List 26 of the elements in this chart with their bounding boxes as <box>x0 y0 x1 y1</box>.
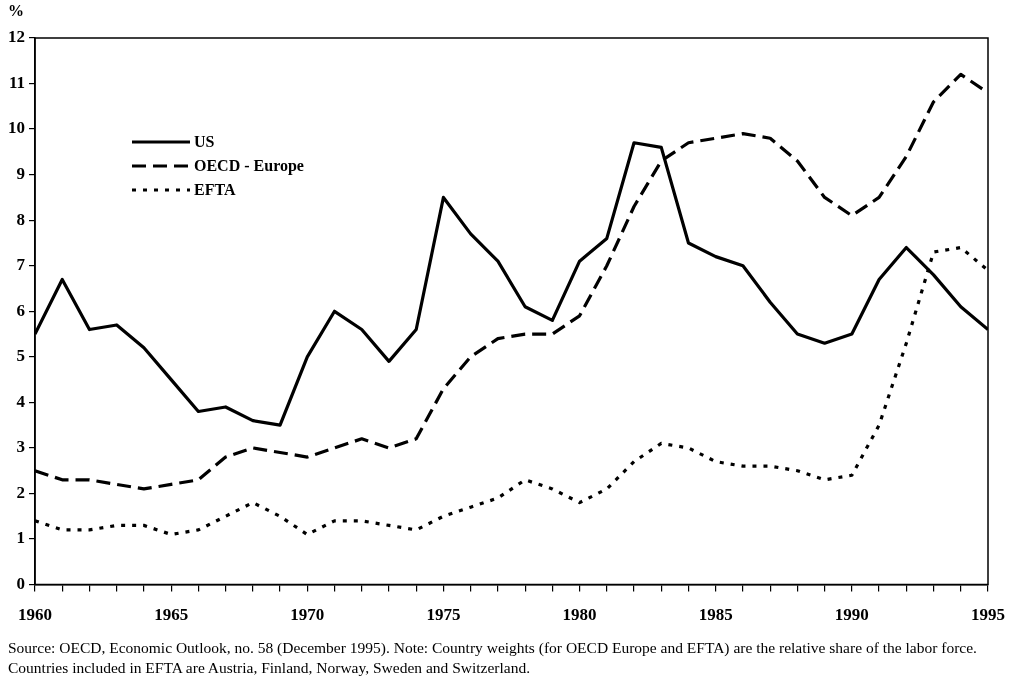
x-tick-label: 1970 <box>290 605 325 625</box>
x-tick-label: 1960 <box>18 605 52 625</box>
legend-label: US <box>194 133 215 151</box>
y-tick-label: 3 <box>16 437 25 457</box>
y-tick-label: 4 <box>16 391 26 411</box>
y-tick-label: 12 <box>8 27 25 47</box>
x-tick-label: 1965 <box>154 605 189 625</box>
legend-label: OECD - Europe <box>194 157 304 175</box>
y-tick-label: 9 <box>16 164 25 184</box>
source-note: Source: OECD, Economic Outlook, no. 58 (December 1995). Note: Country weights (for OECD Europe and EFTA) are the relative share of the labor force. Countries included in EFTA are Austria, Finland, Norway, Sweden and Switzerland. <box>8 638 978 678</box>
x-tick-label: 1980 <box>562 605 597 625</box>
y-tick-label: 8 <box>16 209 25 229</box>
y-tick-label: 2 <box>16 482 25 502</box>
y-tick-label: 5 <box>16 346 25 366</box>
y-tick-label: 0 <box>16 573 25 593</box>
y-tick-label: 6 <box>16 300 25 320</box>
x-tick-label: 1985 <box>698 605 733 625</box>
legend-label: EFTA <box>194 181 236 199</box>
y-axis-title: % <box>8 2 24 20</box>
y-tick-label: 11 <box>8 72 25 92</box>
x-tick-label: 1990 <box>834 605 869 625</box>
x-tick-label: 1995 <box>971 605 1005 625</box>
y-tick-label: 1 <box>16 528 25 548</box>
y-tick-label: 10 <box>8 118 25 138</box>
y-tick-label: 7 <box>16 255 26 275</box>
x-tick-label: 1975 <box>426 605 461 625</box>
